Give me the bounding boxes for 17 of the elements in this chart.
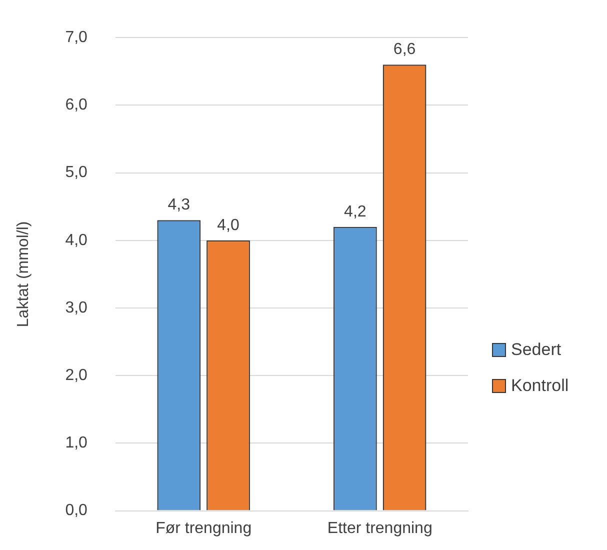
data-label: 4,3 [168,196,190,214]
legend-label: Sedert [511,340,562,360]
y-tick-label: 3,0 [65,299,88,316]
legend-label: Kontroll [511,376,569,396]
y-axis-title: Laktat (mmol/l) [15,221,32,328]
data-label: 4,0 [217,216,240,234]
y-tick-label: 1,0 [65,434,88,452]
y-tick-label: 6,0 [65,96,88,114]
y-tick-label: 7,0 [65,29,88,46]
y-tick-label: 2,0 [65,367,88,384]
data-label: 6,6 [393,41,416,58]
data-label: 4,2 [344,203,366,220]
y-tick-label: 5,0 [65,164,88,182]
x-tick-label: Etter trengning [327,520,432,537]
y-tick-label: 4,0 [65,232,88,249]
y-tick-label: 0,0 [65,502,88,520]
x-tick-label: Før trengning [156,520,252,537]
